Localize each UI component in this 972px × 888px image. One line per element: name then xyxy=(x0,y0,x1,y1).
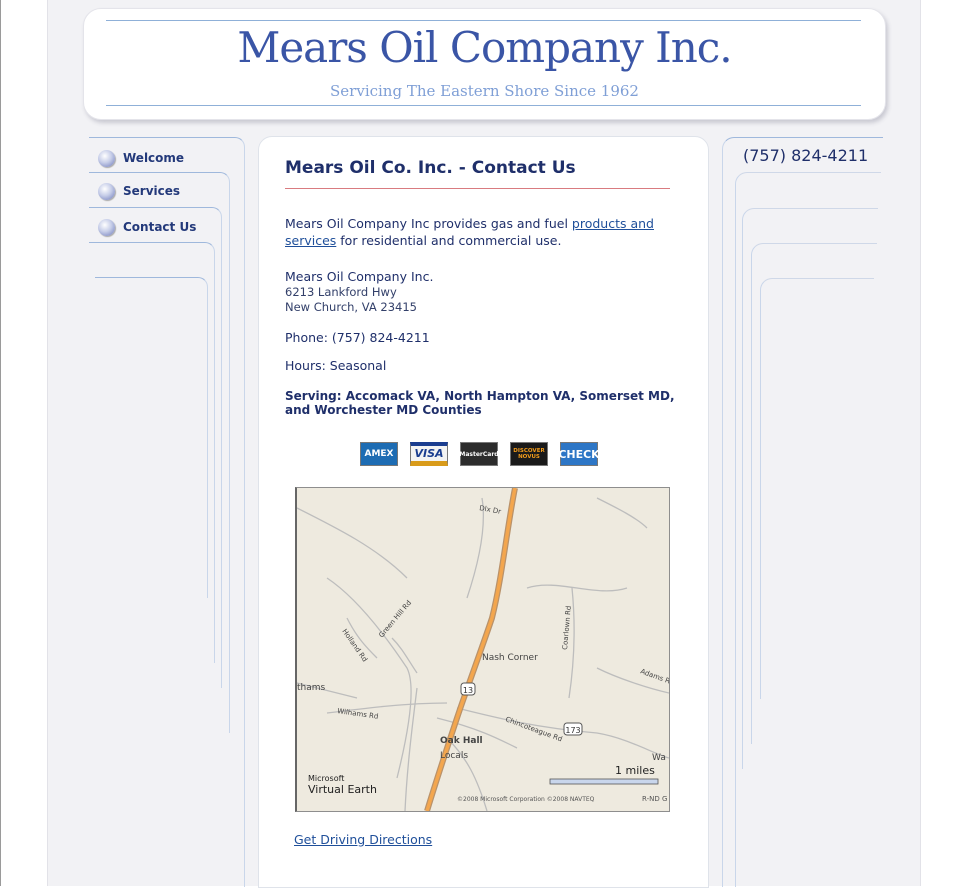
route-173-label: 173 xyxy=(565,726,580,735)
header-top-rule xyxy=(106,20,861,21)
route-13-label: 13 xyxy=(463,686,473,695)
bullet-icon xyxy=(98,218,115,236)
thams-label: thams xyxy=(297,683,326,693)
serving-text: Serving: Accomack VA, North Hampton VA, … xyxy=(285,389,675,417)
header-bottom-rule xyxy=(106,105,861,106)
nav-item-contact-us[interactable]: Contact Us xyxy=(98,216,196,238)
intro-text: provides gas and fuel xyxy=(429,216,572,231)
address-line1: 6213 Lankford Hwy xyxy=(285,285,397,299)
map-copyright: ©2008 Microsoft Corporation ©2008 NAVTEQ xyxy=(457,796,595,803)
bullet-icon xyxy=(98,182,115,200)
window-left-border xyxy=(0,0,1,886)
right-column-decor xyxy=(760,278,874,699)
oak-hall-label: Oak Hall xyxy=(440,736,483,746)
sidebar-tab-decor xyxy=(95,277,208,598)
title-divider xyxy=(285,188,670,189)
right-column-decor xyxy=(735,172,881,887)
address-line2: New Church, VA 23415 xyxy=(285,300,417,314)
dlx-dr-label: Dlx Dr xyxy=(479,504,502,516)
nav-item-services[interactable]: Services xyxy=(98,180,180,202)
scale-label: 1 miles xyxy=(615,764,655,777)
intro-company: Mears Oil Company Inc xyxy=(285,216,430,231)
site-title: Mears Oil Company Inc. xyxy=(237,23,732,72)
nash-corner-label: Nash Corner xyxy=(482,653,538,663)
intro-text-end: for residential and commercial use. xyxy=(336,233,562,248)
page-title: Mears Oil Co. Inc. - Contact Us xyxy=(285,158,576,178)
right-column-decor xyxy=(751,243,877,744)
sidebar-tab-decor xyxy=(89,207,222,688)
products-services-link[interactable]: products and services xyxy=(285,216,654,248)
amex-card-icon: AMEX xyxy=(360,442,398,466)
left-sidebar: Welcome Services Contact Us xyxy=(89,137,245,887)
right-column-decor xyxy=(742,208,878,769)
bullet-icon xyxy=(98,149,115,167)
locals-label: Locals xyxy=(440,751,468,761)
check-icon: CHECK xyxy=(558,442,600,466)
main-content: Mears Oil Co. Inc. - Contact Us Mears Oi… xyxy=(258,136,709,888)
company-name: Mears Oil Company Inc. xyxy=(285,269,434,284)
nav-item-label: Contact Us xyxy=(123,220,197,234)
location-map[interactable]: 13 173 Nash Corner Oak Hall Locals thams… xyxy=(295,487,670,812)
discover-card-icon: DISCOVER NOVUS xyxy=(510,442,548,466)
sidebar-tab-decor xyxy=(89,137,245,887)
virtual-earth-brand: Virtual Earth xyxy=(308,783,377,796)
phone-number: Phone: (757) 824-4211 xyxy=(285,330,430,345)
nav-item-label: Services xyxy=(123,184,181,198)
edge-label: Wa xyxy=(652,753,666,763)
header-phone-number: (757) 824-4211 xyxy=(743,146,869,165)
nav-item-label: Welcome xyxy=(123,151,185,165)
map-graphic: 13 173 Nash Corner Oak Hall Locals thams… xyxy=(297,488,669,811)
right-column-decor xyxy=(722,137,883,887)
site-header: Mears Oil Company Inc. Servicing The Eas… xyxy=(83,8,886,120)
mastercard-icon: MasterCard xyxy=(459,442,499,466)
hours-text: Hours: Seasonal xyxy=(285,358,387,373)
map-edge-text: R-ND G xyxy=(642,795,667,803)
driving-directions-wrap: Get Driving Directions xyxy=(294,832,432,847)
nav-item-welcome[interactable]: Welcome xyxy=(98,147,184,169)
microsoft-brand: Microsoft xyxy=(308,774,344,783)
sidebar-tab-decor xyxy=(89,172,230,733)
driving-directions-link[interactable]: Get Driving Directions xyxy=(294,832,433,847)
sidebar-tab-decor xyxy=(89,242,215,663)
coarlown-rd-label: Coarlown Rd xyxy=(561,605,573,650)
visa-card-icon: VISA xyxy=(410,442,448,466)
site-tagline: Servicing The Eastern Shore Since 1962 xyxy=(330,82,639,100)
intro-paragraph: Mears Oil Company Inc provides gas and f… xyxy=(285,215,675,249)
